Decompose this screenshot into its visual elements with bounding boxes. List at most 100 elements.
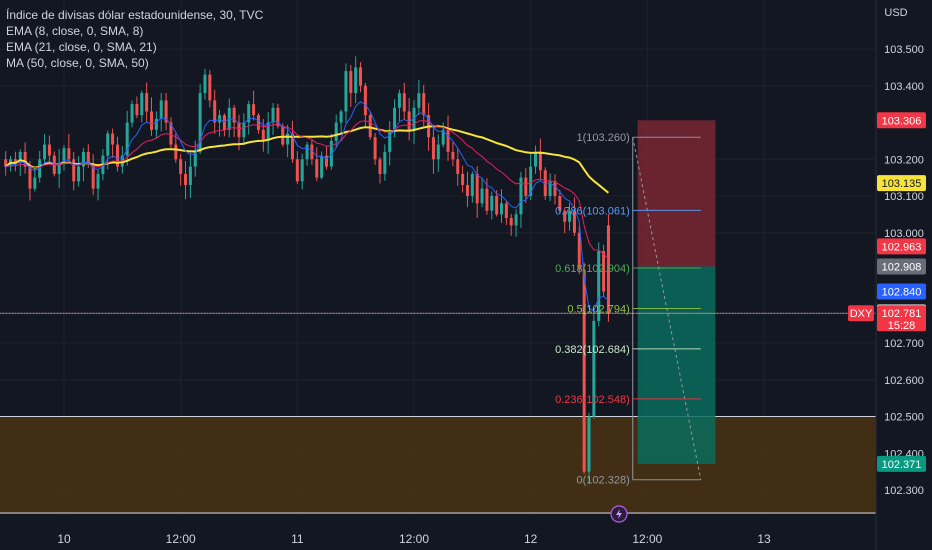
candle-body	[23, 151, 27, 167]
candle-body	[72, 159, 76, 182]
candle-body	[324, 155, 329, 167]
candle-body	[329, 140, 333, 167]
candle-body	[378, 159, 382, 174]
candle-body	[242, 122, 246, 138]
x-tick-label: 12:00	[632, 532, 662, 546]
candle-body	[461, 173, 465, 185]
y-tick-label: 103.500	[884, 44, 924, 56]
chart-title: Índice de divisas dólar estadounidense, …	[6, 8, 264, 22]
candle-body	[495, 196, 499, 215]
candle-body	[592, 320, 596, 417]
price-axis-tag-value: 102.908	[882, 262, 922, 274]
candle-body	[237, 122, 241, 138]
candle-body	[568, 210, 572, 222]
candle-body	[587, 416, 591, 472]
candle-body	[524, 177, 528, 196]
candle-body	[456, 159, 460, 174]
candle-body	[111, 133, 115, 145]
candle-body	[465, 184, 469, 196]
candle-body	[271, 107, 275, 123]
candle-body	[490, 196, 494, 211]
candle-body	[47, 144, 51, 156]
price-axis-tag	[877, 455, 926, 472]
ema8-line	[5, 101, 609, 312]
candle-body	[140, 93, 144, 116]
price-axis-tag-value: 103.306	[882, 115, 922, 127]
candle-body	[300, 159, 304, 182]
y-tick-label: 102.600	[884, 375, 924, 387]
legend-ma50: MA (50, close, 0, SMA, 50)	[6, 56, 149, 70]
fib-level-label: 0.382(102.684)	[555, 344, 630, 356]
candle-body	[213, 100, 217, 123]
price-axis-tag	[877, 283, 926, 300]
candle-body	[363, 85, 367, 116]
candle-body	[339, 111, 343, 123]
candle-body	[174, 144, 178, 160]
candle-body	[563, 210, 567, 222]
candle-body	[286, 133, 290, 145]
x-tick-label: 13	[757, 532, 771, 546]
candle-body	[558, 196, 562, 211]
candle-body	[538, 151, 542, 171]
candle-body	[149, 111, 154, 130]
candle-body	[407, 111, 411, 130]
y-tick-label: 103.000	[884, 228, 924, 240]
position-stop-zone[interactable]	[637, 120, 716, 267]
candle-body	[529, 166, 533, 196]
y-tick-label: 102.500	[884, 412, 924, 424]
candle-body	[232, 107, 236, 123]
candle-body	[349, 71, 353, 94]
candle-body	[256, 115, 260, 130]
price-axis-tag-value: 103.135	[882, 178, 922, 190]
candle-body	[320, 155, 324, 178]
price-axis-tag-value: 102.781	[882, 308, 922, 320]
candle-body	[451, 151, 455, 160]
candle-body	[597, 251, 601, 321]
candle-body	[543, 170, 547, 196]
candle-body	[115, 144, 119, 167]
candle-body	[334, 122, 338, 141]
candle-body	[33, 177, 37, 189]
candle-body	[77, 166, 81, 182]
candle-body	[130, 104, 134, 123]
x-tick-label: 12	[524, 532, 538, 546]
candle-body	[315, 159, 319, 178]
x-tick-label: 12:00	[166, 532, 196, 546]
candle-body	[154, 118, 158, 130]
candle-body	[106, 133, 110, 156]
candle-body	[354, 67, 358, 94]
candle-body	[13, 159, 17, 163]
fib-level-label: 0.786(103.061)	[555, 205, 630, 217]
candle-body	[388, 129, 392, 152]
candle-body	[295, 159, 299, 182]
y-tick-label: 102.700	[884, 338, 924, 350]
candle-body	[368, 115, 372, 138]
candle-body	[252, 104, 256, 116]
candle-body	[28, 166, 32, 189]
y-tick-label: 103.400	[884, 81, 924, 93]
price-axis-tag-value: 102.963	[882, 241, 922, 253]
candle-body	[4, 159, 8, 167]
candle-body	[509, 218, 513, 226]
candle-body	[577, 232, 581, 270]
candle-body	[62, 148, 66, 163]
candle-body	[159, 100, 163, 119]
candle-body	[397, 93, 401, 108]
candle-body	[164, 100, 168, 123]
candle-body	[135, 104, 139, 116]
y-tick-label: 102.300	[884, 485, 924, 497]
price-axis-tag	[877, 112, 926, 129]
candle-body	[276, 107, 280, 127]
price-axis-tag-value: 102.371	[882, 459, 922, 471]
price-axis-tag-value: 102.840	[882, 287, 922, 299]
position-target-zone[interactable]	[637, 266, 716, 464]
candle-body	[485, 188, 489, 211]
price-axis-tag	[877, 175, 926, 192]
candle-body	[553, 181, 557, 196]
lightning-bolt-glyph	[616, 509, 622, 519]
candle-body	[344, 71, 348, 112]
legend-ema8: EMA (8, close, 0, SMA, 8)	[6, 24, 144, 38]
symbol-tag-label: DXY	[850, 308, 873, 320]
candle-body	[57, 162, 61, 174]
